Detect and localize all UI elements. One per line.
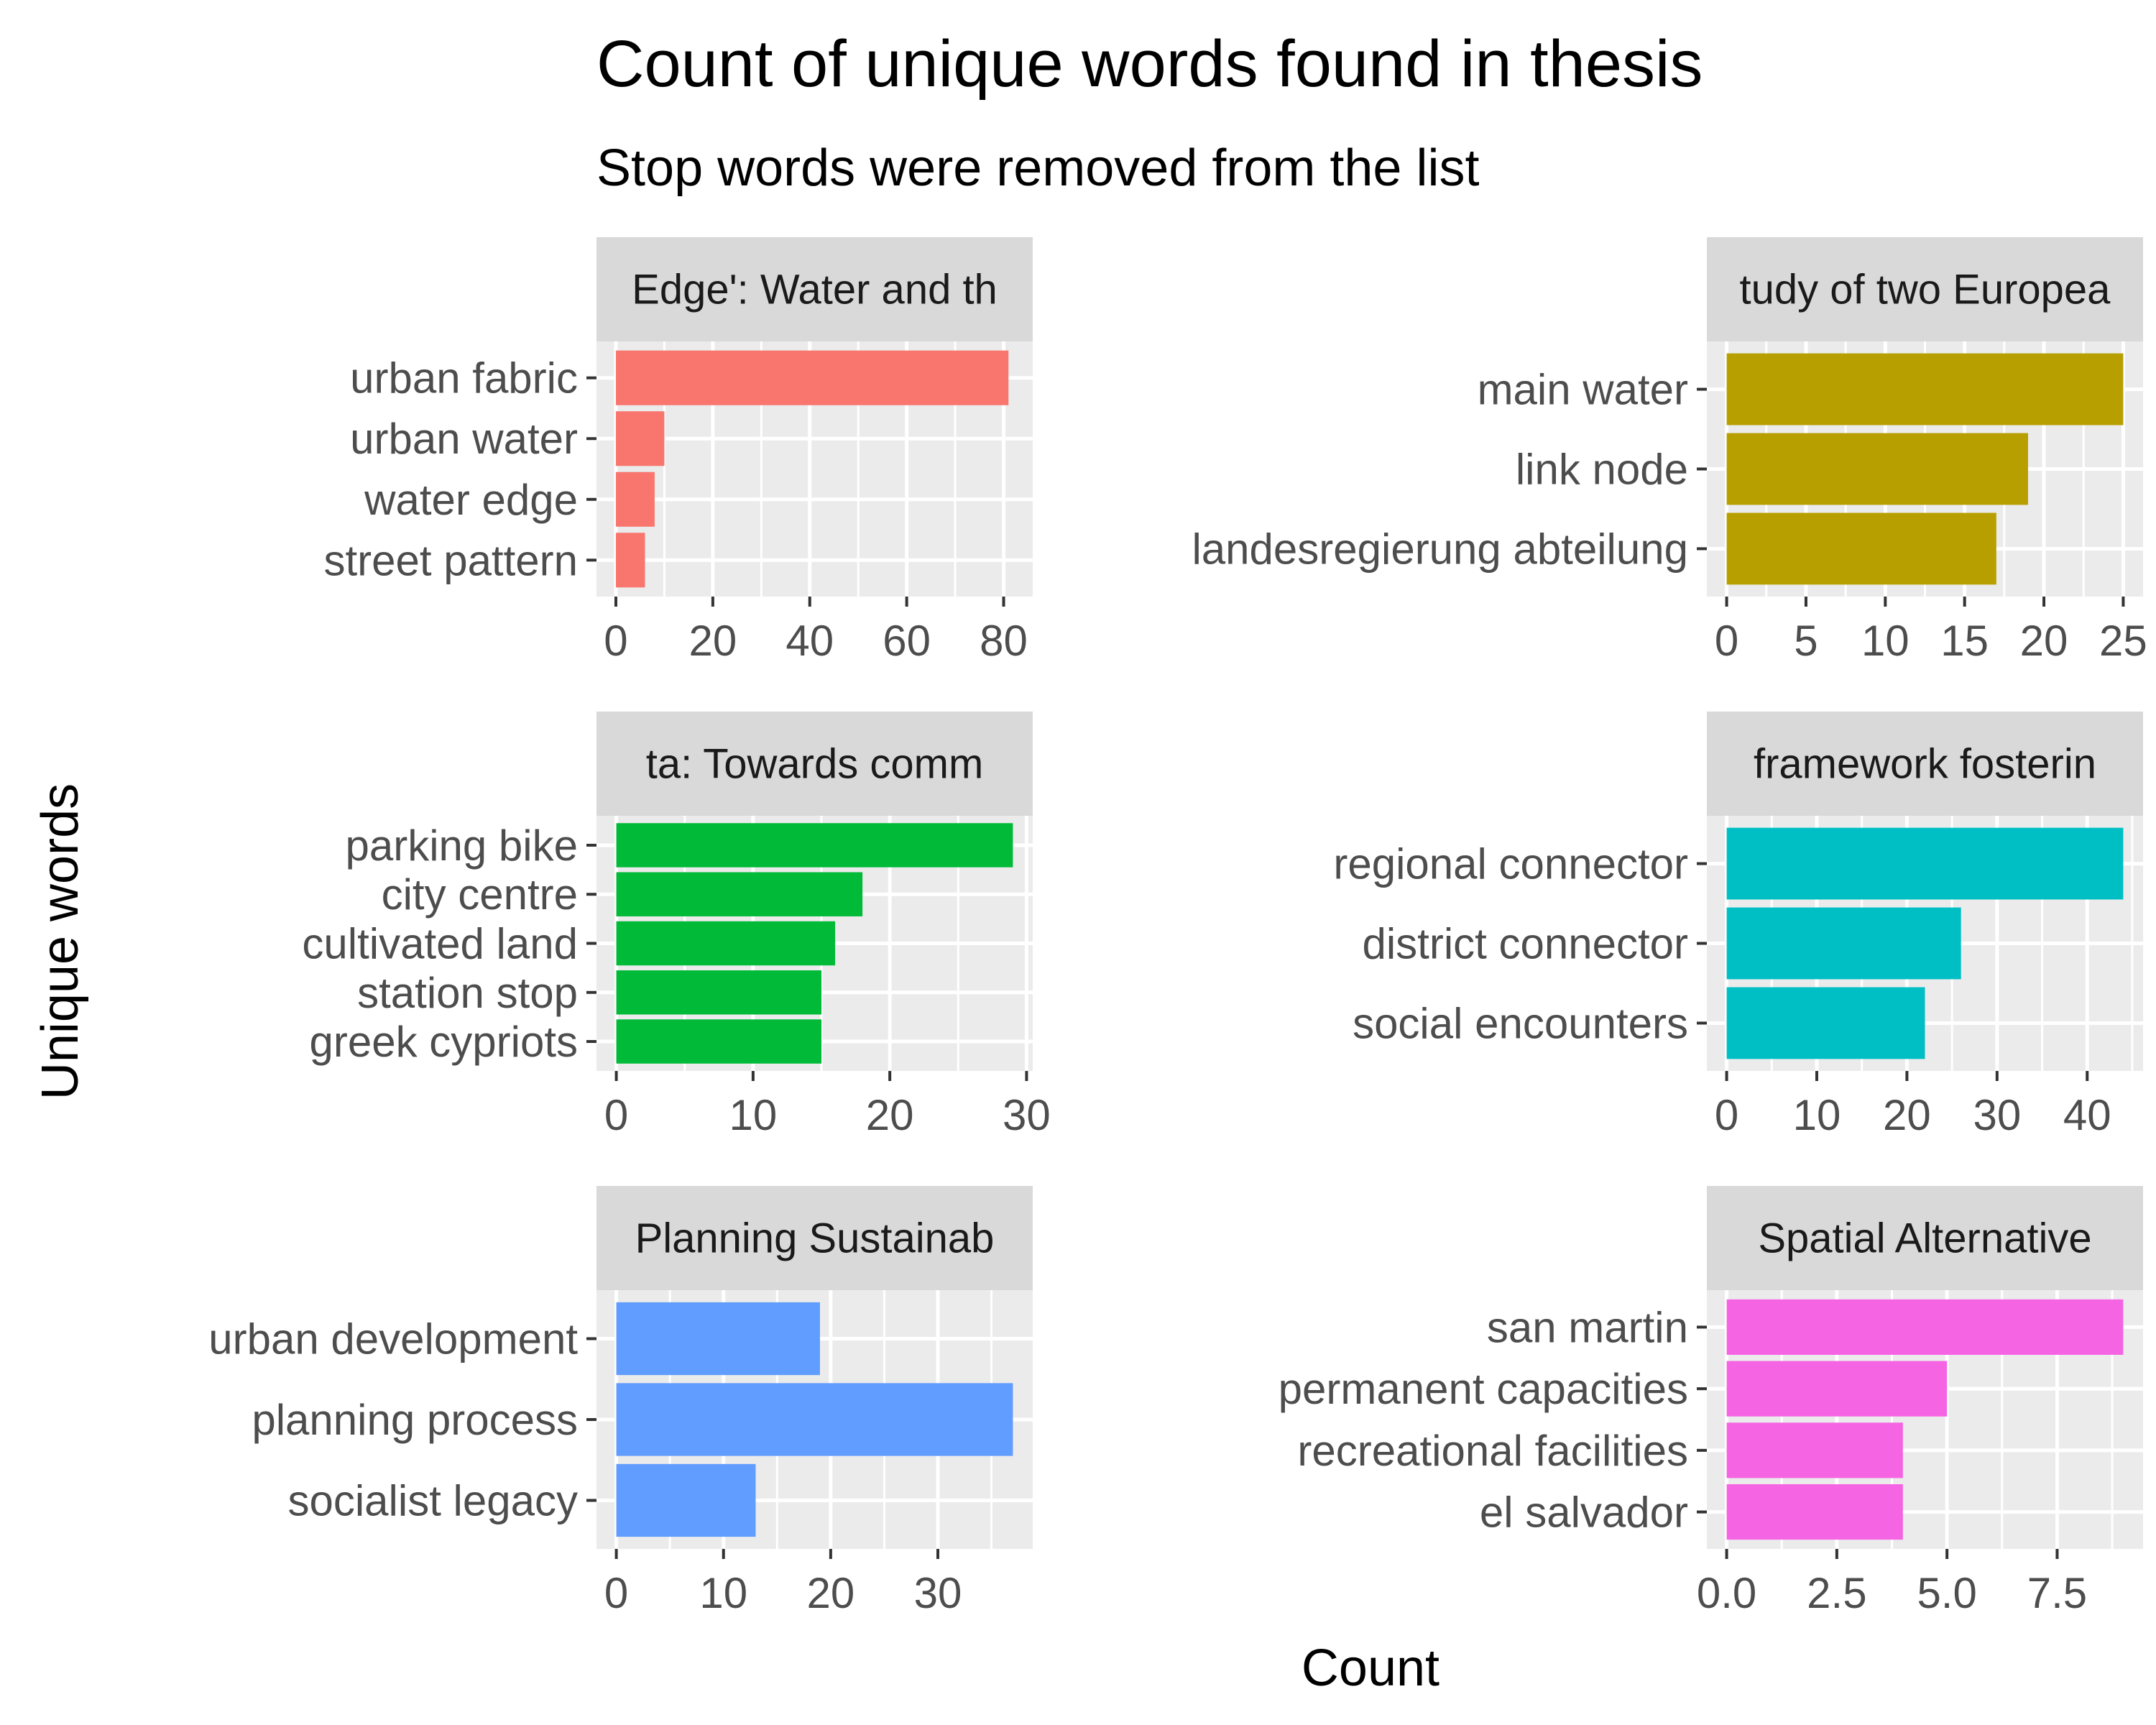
- category-label: street pattern: [323, 536, 578, 584]
- chart-subtitle: Stop words were removed from the list: [596, 139, 1479, 197]
- x-tick-label: 10: [699, 1569, 747, 1617]
- x-tick-label: 20: [866, 1091, 914, 1139]
- category-label: social encounters: [1353, 999, 1688, 1047]
- facet-strip: [596, 712, 1033, 816]
- facet-strip: [596, 237, 1033, 341]
- x-tick-label: 30: [1003, 1091, 1051, 1139]
- x-tick-label: 20: [688, 617, 737, 665]
- bar: [616, 1302, 820, 1376]
- x-tick-label: 25: [2099, 617, 2147, 665]
- x-tick-label: 40: [2063, 1091, 2111, 1139]
- facet-panel-5: Planning Sustainab 0 10 20 30 urban developme…: [208, 1186, 1033, 1617]
- category-label: main water: [1478, 366, 1688, 414]
- facet-strip: [1707, 712, 2143, 816]
- x-tick-label: 10: [729, 1091, 777, 1139]
- x-tick-label: 5: [1794, 617, 1818, 665]
- x-tick-label: 7.5: [2027, 1569, 2087, 1617]
- category-label: water edge: [364, 476, 578, 524]
- bar: [1726, 827, 2124, 900]
- facet-strip-label: ta: Towards comm: [646, 741, 984, 788]
- x-tick-label: 40: [786, 617, 834, 665]
- bar: [1726, 907, 1961, 980]
- x-tick-label: 0: [1715, 617, 1738, 665]
- category-label: link node: [1516, 446, 1688, 494]
- x-tick-label: 2.5: [1807, 1569, 1866, 1617]
- bar: [1726, 1484, 1903, 1540]
- bar: [1726, 433, 2028, 505]
- facet-strip-label: Planning Sustainab: [635, 1215, 995, 1262]
- category-label: urban fabric: [350, 354, 578, 402]
- category-label: planning process: [252, 1396, 578, 1444]
- x-tick-label: 10: [1861, 617, 1909, 665]
- category-label: regional connector: [1333, 840, 1688, 888]
- bar: [615, 533, 645, 588]
- bar: [615, 350, 1009, 405]
- category-label: el salvador: [1480, 1489, 1688, 1537]
- bar: [616, 823, 1013, 868]
- category-label: station stop: [357, 969, 578, 1017]
- facet-panel-1: Edge': Water and th 0 20 40 60 80 urban fabric…: [323, 237, 1033, 665]
- facet-panel-2: tudy of two Europea 0 5 10 15 20 25 main water l…: [1192, 237, 2147, 665]
- bar: [1726, 512, 1996, 585]
- x-tick-label: 5.0: [1917, 1569, 1976, 1617]
- facet-strip: [1707, 1186, 2143, 1290]
- bar: [1726, 1361, 1948, 1417]
- x-axis-title: Count: [1302, 1639, 1439, 1697]
- category-label: parking bike: [345, 822, 578, 870]
- category-label: urban development: [208, 1315, 578, 1363]
- facet-strip: [596, 1186, 1033, 1290]
- bar: [616, 872, 863, 916]
- x-tick-label: 20: [1883, 1091, 1931, 1139]
- bar: [1726, 1422, 1903, 1478]
- x-tick-label: 30: [914, 1569, 962, 1617]
- x-tick-label: 10: [1793, 1091, 1841, 1139]
- y-axis-title: Unique words: [32, 783, 89, 1100]
- category-label: district connector: [1362, 920, 1688, 968]
- bar: [616, 1019, 822, 1064]
- x-tick-label: 15: [1940, 617, 1989, 665]
- facet-panel-6: Spatial Alternative 0.0 2.5 5.0 7.5 san marti…: [1279, 1186, 2143, 1617]
- x-tick-label: 60: [883, 617, 931, 665]
- x-tick-label: 20: [2020, 617, 2068, 665]
- x-tick-label: 0: [604, 1569, 628, 1617]
- facets: Edge': Water and th 0 20 40 60 80 urban fabric…: [208, 237, 2147, 1617]
- category-label: permanent capacities: [1279, 1365, 1688, 1413]
- chart-title: Count of unique words found in thesis: [596, 27, 1703, 101]
- x-tick-label: 0: [604, 1091, 628, 1139]
- x-tick-label: 0.0: [1697, 1569, 1756, 1617]
- facet-strip-label: Spatial Alternative: [1758, 1215, 2091, 1262]
- category-label: san martin: [1487, 1303, 1688, 1351]
- category-label: city centre: [382, 870, 578, 919]
- x-tick-label: 30: [1973, 1091, 2021, 1139]
- bar: [1726, 1299, 2124, 1355]
- category-label: recreational facilities: [1297, 1427, 1688, 1475]
- category-label: urban water: [350, 415, 578, 463]
- bar: [616, 1383, 1013, 1456]
- bar: [615, 472, 655, 527]
- category-label: cultivated land: [302, 920, 578, 968]
- x-tick-label: 0: [1715, 1091, 1738, 1139]
- bar: [1726, 353, 2124, 426]
- bar: [615, 411, 665, 466]
- facet-strip-label: Edge': Water and th: [632, 267, 998, 313]
- bar: [1726, 987, 1925, 1059]
- facet-strip-label: tudy of two Europea: [1740, 267, 2111, 313]
- x-tick-label: 80: [980, 617, 1028, 665]
- facet-panel-3: ta: Towards comm 0 10 20 30 parking bikecity …: [302, 712, 1051, 1139]
- x-tick-label: 20: [806, 1569, 854, 1617]
- bar: [616, 921, 836, 966]
- facet-strip: [1707, 237, 2143, 341]
- category-label: greek cypriots: [310, 1018, 578, 1066]
- facet-strip-label: framework fosterin: [1754, 741, 2096, 788]
- bar: [616, 970, 822, 1015]
- x-tick-label: 0: [604, 617, 627, 665]
- bar: [616, 1463, 756, 1537]
- category-label: socialist legacy: [287, 1477, 578, 1525]
- category-label: landesregierung abteilung: [1192, 525, 1688, 573]
- facet-panel-4: framework fosterin 0 10 20 30 40 regional conn…: [1333, 712, 2143, 1139]
